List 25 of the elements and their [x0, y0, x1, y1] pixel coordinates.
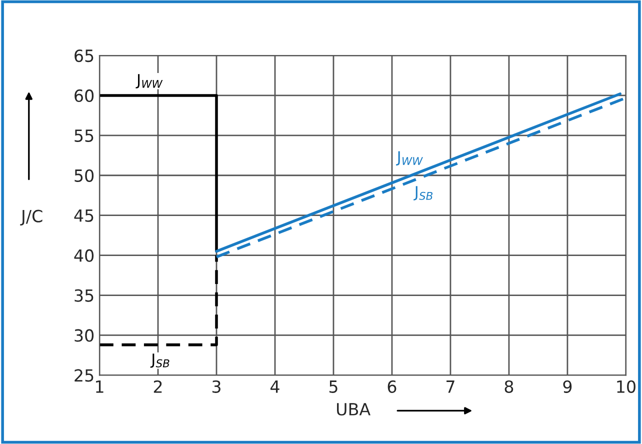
x-tick-label: 1 [96, 380, 104, 393]
x-tick-label: 9 [563, 380, 572, 393]
y-tick-label: 45 [74, 210, 94, 222]
y-tick-label: 50 [74, 169, 94, 182]
x-tick-label: 5 [329, 380, 338, 393]
series-label: J$_{SB}$ [150, 354, 170, 368]
x-tick-label: 2 [154, 380, 162, 393]
series-label: J$_{SB}$ [414, 186, 432, 200]
y-axis-title: J/C [20, 210, 42, 226]
x-tick-label: 6 [388, 380, 396, 393]
y-tick-label: 40 [74, 249, 94, 262]
x-tick-label: 4 [270, 380, 280, 393]
x-tick-label: 7 [446, 380, 454, 393]
y-tick-label: 60 [74, 89, 94, 102]
series-label: J$_{WW}$ [396, 151, 423, 166]
x-tick-label: 3 [212, 380, 220, 393]
x-tick-label: 8 [504, 380, 514, 393]
x-axis-title: UBA [337, 403, 370, 416]
y-tick-label: 65 [74, 49, 94, 62]
y-tick-label: 30 [74, 329, 94, 342]
y-tick-label: 35 [74, 289, 94, 302]
y-tick-label: 25 [74, 369, 94, 382]
y-tick-label: 55 [74, 130, 94, 142]
series-label: J$_{WW}$ [136, 74, 163, 88]
x-tick-label: 10 [617, 380, 636, 393]
